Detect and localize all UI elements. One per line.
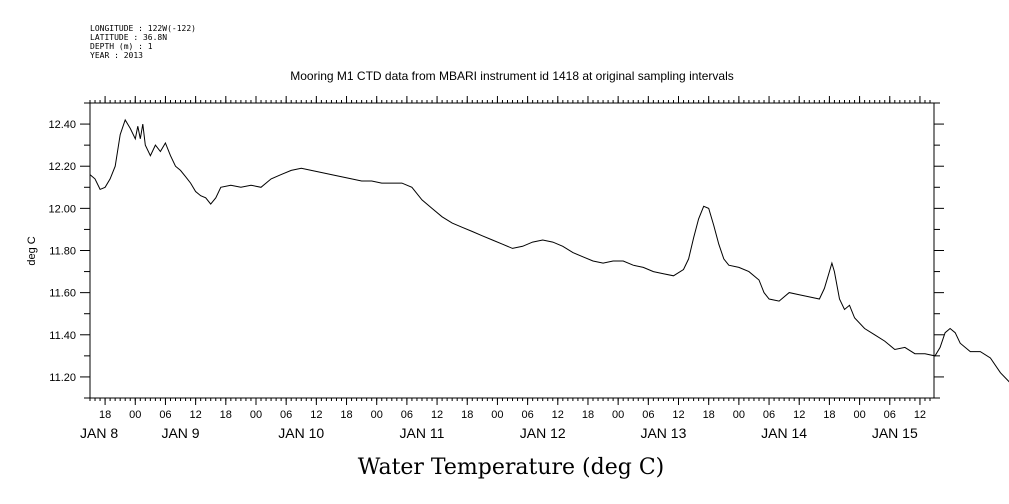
x-day-label: JAN 9 — [161, 425, 199, 441]
axis-ticks — [80, 96, 944, 405]
x-tick-label: 00 — [250, 409, 262, 421]
x-tick-label: 06 — [763, 409, 775, 421]
chart-title: Mooring M1 CTD data from MBARI instrumen… — [290, 69, 734, 83]
x-day-label: JAN 11 — [400, 425, 445, 441]
x-tick-label: 00 — [129, 409, 141, 421]
x-tick-label: 18 — [823, 409, 835, 421]
y-tick-label: 11.20 — [49, 372, 76, 384]
x-tick-label: 12 — [672, 409, 684, 421]
x-tick-label: 18 — [461, 409, 473, 421]
x-tick-label: 12 — [914, 409, 926, 421]
x-tick-label: 00 — [733, 409, 745, 421]
x-tick-label: 18 — [703, 409, 715, 421]
y-tick-label: 12.20 — [48, 161, 76, 173]
temperature-series-line — [89, 118, 1009, 383]
x-tick-label: 18 — [582, 409, 594, 421]
header-line: DEPTH (m) : 1 — [90, 42, 153, 51]
header-line: LONGITUDE : 122W(-122) — [90, 24, 196, 33]
x-tick-label: 12 — [310, 409, 322, 421]
x-tick-label: 12 — [431, 409, 443, 421]
x-tick-label: 12 — [552, 409, 564, 421]
header-line: LATITUDE : 36.8N — [90, 33, 167, 42]
plot-frame — [89, 102, 935, 399]
x-day-label: JAN 10 — [278, 425, 324, 441]
x-tick-label: 12 — [190, 409, 202, 421]
header-block: LONGITUDE : 122W(-122) LATITUDE : 36.8N … — [90, 24, 196, 60]
x-tick-label: 06 — [159, 409, 171, 421]
y-tick-label: 11.60 — [49, 288, 76, 300]
x-day-label: JAN 14 — [761, 425, 807, 441]
x-tick-label: 18 — [220, 409, 232, 421]
x-tick-label: 18 — [99, 409, 111, 421]
y-tick-label: 12.00 — [48, 203, 76, 215]
y-tick-label: 12.40 — [48, 119, 76, 131]
x-tick-label: 00 — [853, 409, 865, 421]
x-tick-label: 00 — [612, 409, 624, 421]
header-line: YEAR : 2013 — [90, 51, 143, 60]
x-tick-label: 12 — [793, 409, 805, 421]
x-tick-label: 00 — [491, 409, 503, 421]
y-tick-label: 11.80 — [49, 246, 76, 258]
x-tick-label: 00 — [371, 409, 383, 421]
axis-labels: 18 00 06 12 18 00 06 12 18 00 06 12 18 00 06 12 18 00 06 12… — [48, 119, 926, 441]
x-tick-label: 18 — [340, 409, 352, 421]
x-tick-label: 06 — [280, 409, 292, 421]
x-tick-label: 06 — [642, 409, 654, 421]
x-day-label: JAN 8 — [80, 425, 118, 441]
x-tick-label: 06 — [884, 409, 896, 421]
x-day-label: JAN 15 — [872, 425, 918, 441]
x-day-label: JAN 12 — [520, 425, 566, 441]
y-tick-label: 11.40 — [49, 330, 76, 342]
y-axis-label: deg C — [26, 236, 38, 265]
x-day-label: JAN 13 — [640, 425, 686, 441]
x-tick-label: 06 — [521, 409, 533, 421]
x-axis-title: Water Temperature (deg C) — [358, 455, 665, 480]
x-tick-label: 06 — [401, 409, 413, 421]
